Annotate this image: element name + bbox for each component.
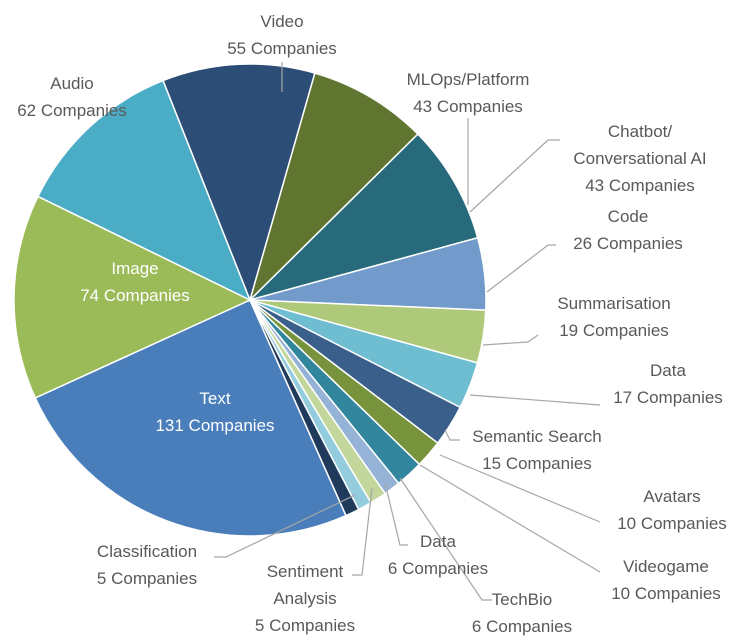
slice-label: Summarisation 19 Companies (514, 290, 714, 344)
value-label: 43 Companies (585, 176, 695, 195)
leader-line (439, 454, 601, 523)
leader-line (419, 464, 601, 573)
slice-label: Sentiment Analysis 5 Companies (250, 558, 360, 639)
category-label: Data (650, 361, 686, 380)
category-label: Data (420, 532, 456, 551)
pie-slice (162, 63, 316, 303)
category-label: Semantic Search (472, 427, 602, 446)
slice-label: Text 131 Companies (115, 385, 315, 439)
slice-label: MLOps/Platform 43 Companies (358, 66, 578, 120)
leader-line (384, 482, 408, 546)
value-label: 15 Companies (482, 454, 592, 473)
slice-label: Video 55 Companies (182, 8, 382, 62)
slice-label: Code 26 Companies (528, 203, 728, 257)
slice-label: Videogame 10 Companies (566, 553, 741, 607)
value-label: 10 Companies (617, 514, 727, 533)
leader-line (486, 244, 556, 293)
category-label: Videogame (623, 557, 709, 576)
pie-slice (247, 133, 479, 302)
category-label: Audio (50, 74, 94, 93)
value-label: 17 Companies (613, 388, 723, 407)
value-label: 5 Companies (254, 616, 356, 635)
category-label: Image (111, 259, 159, 278)
slice-label: Audio 62 Companies (0, 70, 172, 124)
value-label: 6 Companies (471, 617, 573, 636)
leader-line (482, 334, 539, 346)
slice-label: TechBio 6 Companies (422, 586, 622, 639)
value-label: 26 Companies (573, 234, 683, 253)
slice-label: Image 74 Companies (35, 255, 235, 309)
category-label: Video (260, 12, 304, 31)
category-label: Chatbot/ Conversational AI (573, 122, 707, 168)
leader-line (469, 394, 601, 406)
category-label: Avatars (643, 487, 701, 506)
value-label: 55 Companies (227, 39, 337, 58)
leader-line (214, 494, 356, 558)
pie-slice (36, 79, 252, 302)
slice-label: Data 17 Companies (568, 357, 741, 411)
slice-label: Avatars 10 Companies (572, 483, 741, 537)
category-label: Sentiment Analysis (266, 562, 344, 608)
leader-line (399, 477, 492, 601)
category-label: Summarisation (557, 294, 671, 313)
value-label: 43 Companies (413, 97, 523, 116)
leader-line (469, 139, 560, 213)
pie-slice (248, 72, 419, 303)
pie-slice (249, 299, 360, 517)
value-label: 5 Companies (96, 569, 198, 588)
pie-slice (34, 299, 347, 537)
slice-label: Semantic Search 15 Companies (437, 423, 637, 477)
leader-line (444, 429, 460, 441)
category-label: Classification (96, 542, 198, 561)
category-label: MLOps/Platform (406, 70, 530, 89)
value-label: 74 Companies (80, 286, 190, 305)
value-label: 6 Companies (387, 559, 489, 578)
slice-label: Classification 5 Companies (47, 538, 247, 592)
value-label: 19 Companies (559, 321, 669, 340)
slice-label: Chatbot/ Conversational AI 43 Companies (560, 118, 720, 199)
value-label: 131 Companies (155, 416, 275, 435)
pie-slice (13, 195, 252, 399)
category-label: TechBio (491, 590, 553, 609)
slice-label: Data 6 Companies (338, 528, 538, 582)
category-label: Code (607, 207, 649, 226)
value-label: 62 Companies (17, 101, 127, 120)
value-label: 10 Companies (611, 584, 721, 603)
leader-line (352, 487, 373, 576)
category-label: Text (199, 389, 231, 408)
